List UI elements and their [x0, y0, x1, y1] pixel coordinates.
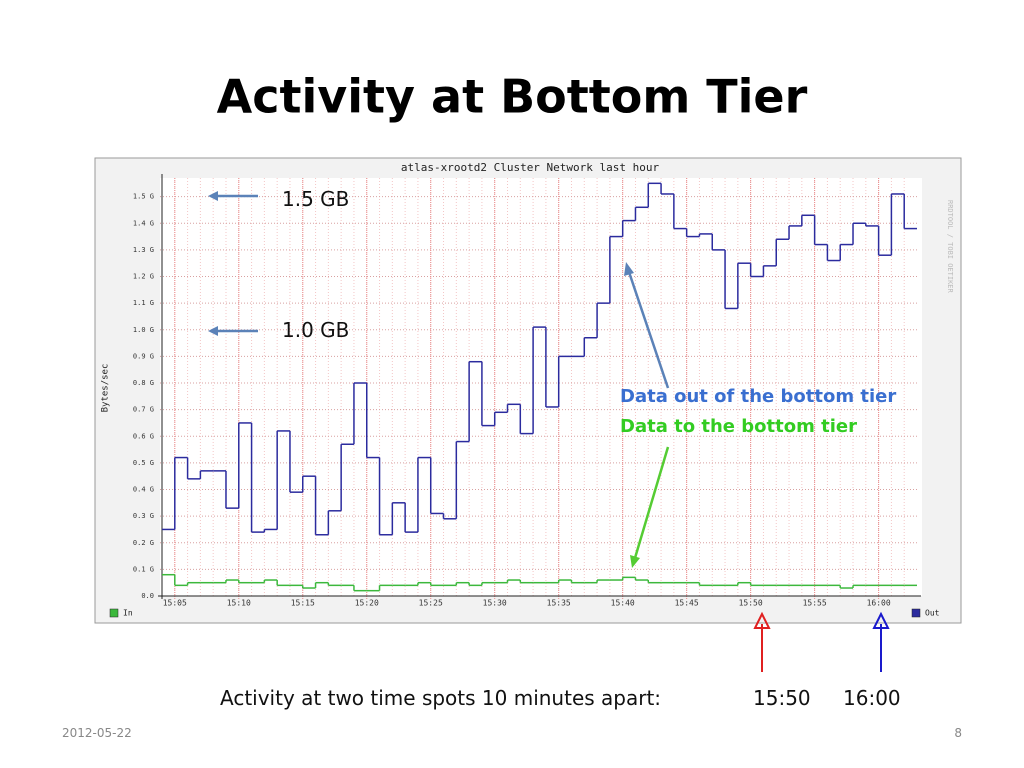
x-tick-label: 15:05 — [163, 599, 187, 608]
y-tick-label: 0.3 G — [133, 512, 154, 520]
y-tick-label: 0.8 G — [133, 379, 154, 387]
spot1-arrow — [753, 611, 771, 672]
y-axis-label: Bytes/sec — [101, 364, 111, 413]
caption-time: 16:00 — [843, 686, 901, 710]
x-tick-label: 15:30 — [483, 599, 507, 608]
caption: Activity at two time spots 10 minutes ap… — [220, 686, 661, 710]
x-tick-label: 15:45 — [675, 599, 699, 608]
y-tick-label: 0.6 G — [133, 432, 154, 440]
x-tick-label: 15:10 — [227, 599, 251, 608]
x-tick-label: 15:25 — [419, 599, 443, 608]
annotation: 1.0 GB — [282, 318, 349, 342]
chart: 0.0 0.1 G 0.2 G 0.3 G 0.4 G 0.5 G 0.6 G 0.7 G 0.… — [109, 174, 940, 618]
x-tick-label: 15:55 — [803, 599, 827, 608]
footer-date: 2012-05-22 — [62, 726, 132, 740]
page-number: 8 — [954, 726, 962, 740]
x-tick-label: 15:20 — [355, 599, 379, 608]
x-tick-label: 15:15 — [291, 599, 315, 608]
in-arrow — [630, 446, 670, 568]
x-tick-label: 15:35 — [547, 599, 571, 608]
legend-swatch — [109, 608, 119, 618]
y-tick-label: 0.5 G — [133, 459, 154, 467]
y-tick-label: 0.7 G — [133, 406, 154, 414]
annotation: Data to the bottom tier — [620, 416, 857, 437]
y-tick-label: 0.0 — [141, 592, 154, 600]
y-tick-label: 1.0 G — [133, 326, 154, 334]
annotation: Data out of the bottom tier — [620, 386, 896, 407]
y-tick-label: 0.2 G — [133, 539, 154, 547]
y-tick-label: 0.4 G — [133, 486, 154, 494]
legend-swatch — [911, 608, 921, 618]
caption-time: 15:50 — [753, 686, 811, 710]
annotation: 1.5 GB — [282, 187, 349, 211]
y-tick-label: 0.9 G — [133, 352, 154, 360]
chart-title: atlas-xrootd2 Cluster Network last hour — [401, 161, 660, 174]
x-tick-label: 15:50 — [739, 599, 763, 608]
y-tick-label: 1.3 G — [133, 246, 154, 254]
spot2-arrow — [872, 611, 890, 672]
y-tick-label: 1.2 G — [133, 273, 154, 281]
y-tick-label: 1.1 G — [133, 299, 154, 307]
x-tick-label: 15:40 — [611, 599, 635, 608]
legend-label: Out — [925, 609, 940, 618]
watermark: RRDTOOL / TOBI OETIKER — [946, 200, 954, 294]
y-tick-label: 1.5 G — [133, 193, 154, 201]
x-tick-label: 16:00 — [867, 599, 891, 608]
y-tick-label: 0.1 G — [133, 565, 154, 573]
y-tick-label: 1.4 G — [133, 219, 154, 227]
legend-label: In — [123, 609, 133, 618]
annotation-arrows — [208, 191, 670, 389]
plot-area — [160, 178, 922, 596]
slide-title: Activity at Bottom Tier — [217, 70, 808, 124]
